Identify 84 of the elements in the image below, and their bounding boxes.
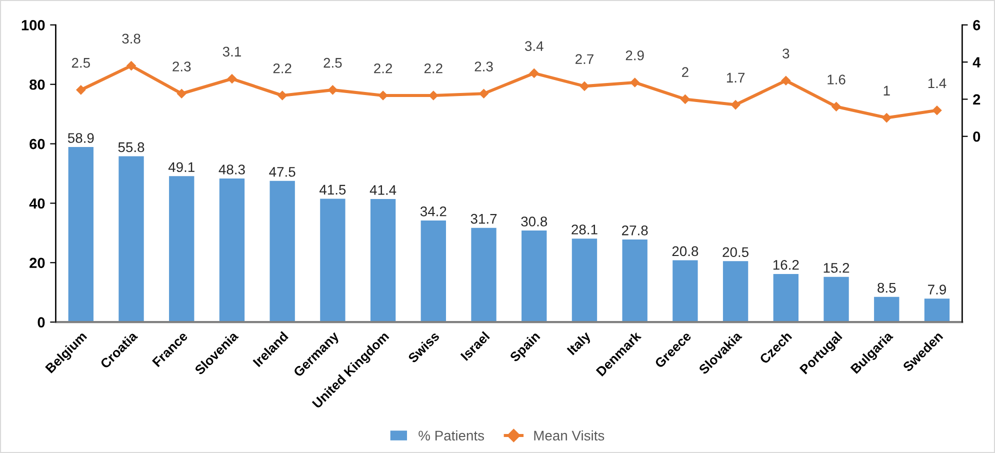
point	[76, 85, 86, 95]
y-tick-label: 100	[22, 20, 45, 30]
data-label: 28.1	[572, 224, 598, 234]
point	[730, 100, 740, 110]
data-label: 2.9	[626, 50, 644, 60]
data-label: 27.8	[622, 226, 648, 236]
y2-tick-label: 4	[972, 57, 981, 68]
data-label: 49.1	[168, 162, 194, 172]
data-label: 55.8	[118, 142, 144, 152]
y2-tick-label: 6	[973, 20, 980, 30]
point	[832, 102, 841, 112]
data-label: 58.9	[68, 133, 94, 143]
point	[932, 106, 942, 115]
bar	[773, 274, 798, 322]
bar	[219, 178, 245, 322]
data-label: 31.7	[470, 214, 497, 224]
y-tick-label: 0	[38, 317, 45, 328]
data-label: 2.5	[324, 58, 342, 68]
bar	[471, 228, 496, 322]
bar	[118, 156, 144, 322]
data-label: 2.2	[424, 63, 442, 74]
point	[680, 94, 690, 104]
data-label: 7.9	[928, 284, 946, 294]
bar	[370, 199, 396, 322]
bar	[722, 261, 748, 322]
data-label: 1.6	[828, 74, 846, 84]
y-tick-label: 20	[30, 258, 45, 268]
data-label: 41.5	[319, 184, 346, 195]
point	[176, 89, 186, 98]
data-label: 20.5	[722, 247, 748, 258]
data-label: 48.3	[218, 164, 245, 174]
data-label: 3.8	[122, 34, 140, 44]
data-label: 1.4	[928, 78, 946, 88]
data-label: 2.3	[172, 62, 191, 72]
y2-tick-label: 0	[973, 131, 980, 142]
data-label: 30.8	[521, 216, 548, 226]
data-label: 8.5	[878, 282, 896, 293]
data-label: 3	[782, 48, 790, 58]
bar	[169, 176, 194, 322]
data-label: 41.4	[370, 185, 396, 195]
point	[781, 76, 791, 86]
point	[580, 82, 590, 91]
y2-tick-label: 2	[973, 94, 980, 104]
bar	[68, 147, 94, 322]
point	[479, 89, 488, 98]
data-label: 16.2	[773, 260, 799, 270]
bar	[320, 198, 346, 322]
data-label: 34.2	[420, 206, 446, 216]
data-label: 3.4	[525, 41, 544, 52]
bar	[420, 220, 446, 322]
legend-label: % Patients	[418, 430, 484, 441]
data-label: 15.2	[824, 262, 850, 273]
point	[227, 74, 237, 84]
y-tick-label: 80	[30, 79, 45, 90]
point	[378, 90, 388, 100]
data-label: 3.1	[222, 46, 241, 57]
bar	[874, 296, 900, 322]
data-label: 47.5	[269, 167, 296, 177]
bar	[522, 230, 547, 322]
point	[428, 90, 438, 100]
data-label: 2.2	[374, 63, 392, 74]
point	[882, 113, 892, 122]
y-tick-label: 60	[30, 138, 45, 150]
data-label: 2.3	[474, 62, 493, 72]
data-label: 1	[884, 86, 890, 96]
bar	[924, 298, 950, 322]
data-label: 2.2	[273, 63, 292, 74]
point	[328, 85, 338, 95]
data-label: 1.7	[726, 72, 745, 82]
bar	[622, 239, 648, 322]
bar	[824, 276, 849, 322]
bar	[270, 180, 295, 322]
point	[278, 90, 287, 100]
bar	[672, 260, 698, 322]
data-label: 2	[682, 67, 688, 77]
legend-label: Mean Visits	[534, 430, 604, 441]
data-label: 2.7	[576, 54, 594, 64]
data-label: 2.5	[72, 58, 90, 68]
y-tick-label: 40	[29, 198, 45, 209]
data-label: 20.8	[672, 246, 698, 256]
point	[530, 68, 539, 78]
point	[126, 61, 136, 70]
bar	[572, 238, 598, 322]
point	[630, 78, 640, 88]
